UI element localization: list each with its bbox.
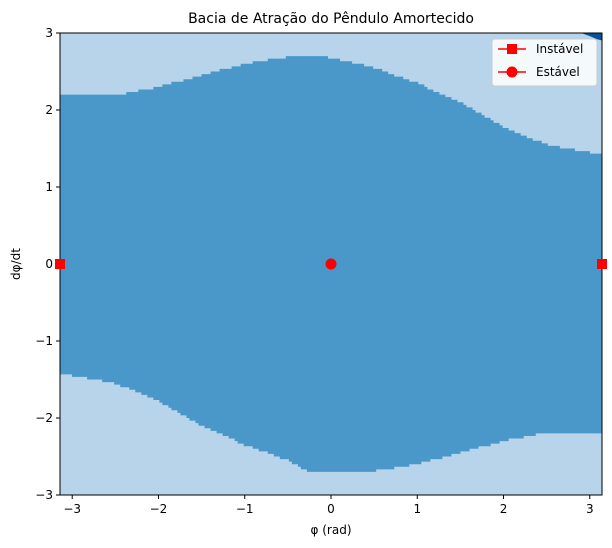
legend-marker-instavel [507,44,517,54]
x-axis-label: φ (rad) [311,523,352,537]
x-tick-label: −3 [63,502,81,516]
equilibrium-markers [55,258,607,270]
legend-label-estavel: Estável [536,65,580,79]
y-tick-label: 3 [45,26,53,40]
chart-title: Bacia de Atração do Pêndulo Amortecido [188,11,474,27]
legend: Instável Estável [491,38,598,87]
y-tick-label: 1 [45,180,53,194]
y-tick-label: 2 [45,103,53,117]
y-tick-label: −1 [35,334,53,348]
x-tick-label: −2 [150,502,168,516]
y-tick-label: −2 [35,411,53,425]
y-axis-label: dφ/dt [9,248,23,280]
x-tick-label: −1 [236,502,254,516]
x-tick-label: 2 [500,502,508,516]
y-tick-label: 0 [45,257,53,271]
legend-marker-estavel [506,66,518,78]
unstable-point [55,259,65,269]
legend-box [491,38,598,87]
unstable-point [597,259,607,269]
x-tick-label: 0 [327,502,335,516]
corner-region [581,33,602,41]
stable-point [325,258,337,270]
x-tick-label: 1 [413,502,421,516]
legend-label-instavel: Instável [536,42,583,56]
x-axis: −3 −2 −1 0 1 2 3 [63,495,594,516]
y-tick-label: −3 [35,488,53,502]
x-tick-label: 3 [586,502,594,516]
